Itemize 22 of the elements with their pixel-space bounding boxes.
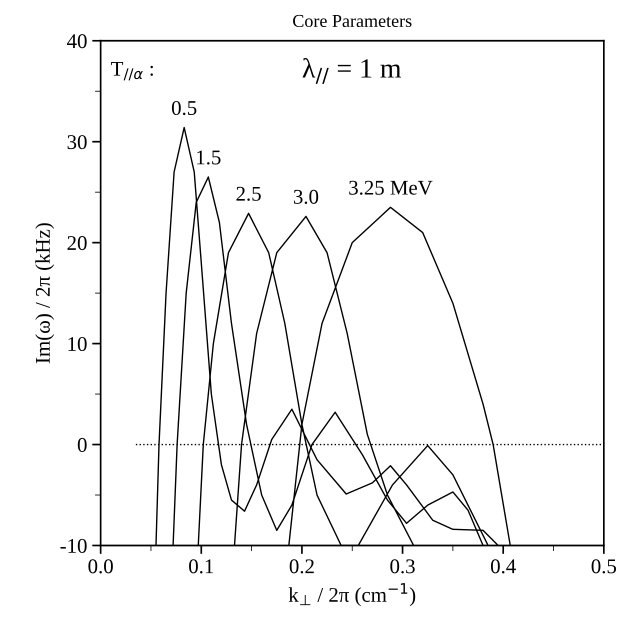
x-tick-label: 0.5: [592, 559, 616, 574]
y-tick-label: 10: [68, 336, 87, 352]
x-tick-label: 0.4: [490, 559, 516, 574]
x-tick-label: 0.2: [290, 559, 314, 574]
annotation: T$_{//α}$ :: [111, 62, 153, 80]
y-tick-label: 30: [68, 135, 87, 150]
annotation: 3.25 MeV: [349, 180, 432, 195]
y-tick-label: 20: [68, 236, 87, 250]
annotation: λ$_{//}$ = 1 m: [302, 58, 402, 84]
y-tick-label: -10: [60, 538, 87, 553]
x-tick-label: 0.0: [88, 559, 113, 574]
y-tick-label: 40: [67, 34, 87, 48]
annotation: 3.0: [294, 190, 318, 204]
x-axis-title: k$_{⊥}$ / 2π (cm$^{−1}$): [288, 583, 416, 606]
chart-title: Core Parameters: [293, 14, 412, 28]
annotation: 1.5: [197, 150, 221, 165]
y-tick-label: 0: [78, 438, 87, 452]
y-axis-title: Im(ω) / 2π (kHz): [35, 223, 54, 364]
annotation: 2.5: [236, 186, 261, 201]
x-tick-label: 0.3: [390, 559, 415, 574]
annotation: 0.5: [172, 100, 196, 116]
x-tick-label: 0.1: [189, 559, 214, 574]
